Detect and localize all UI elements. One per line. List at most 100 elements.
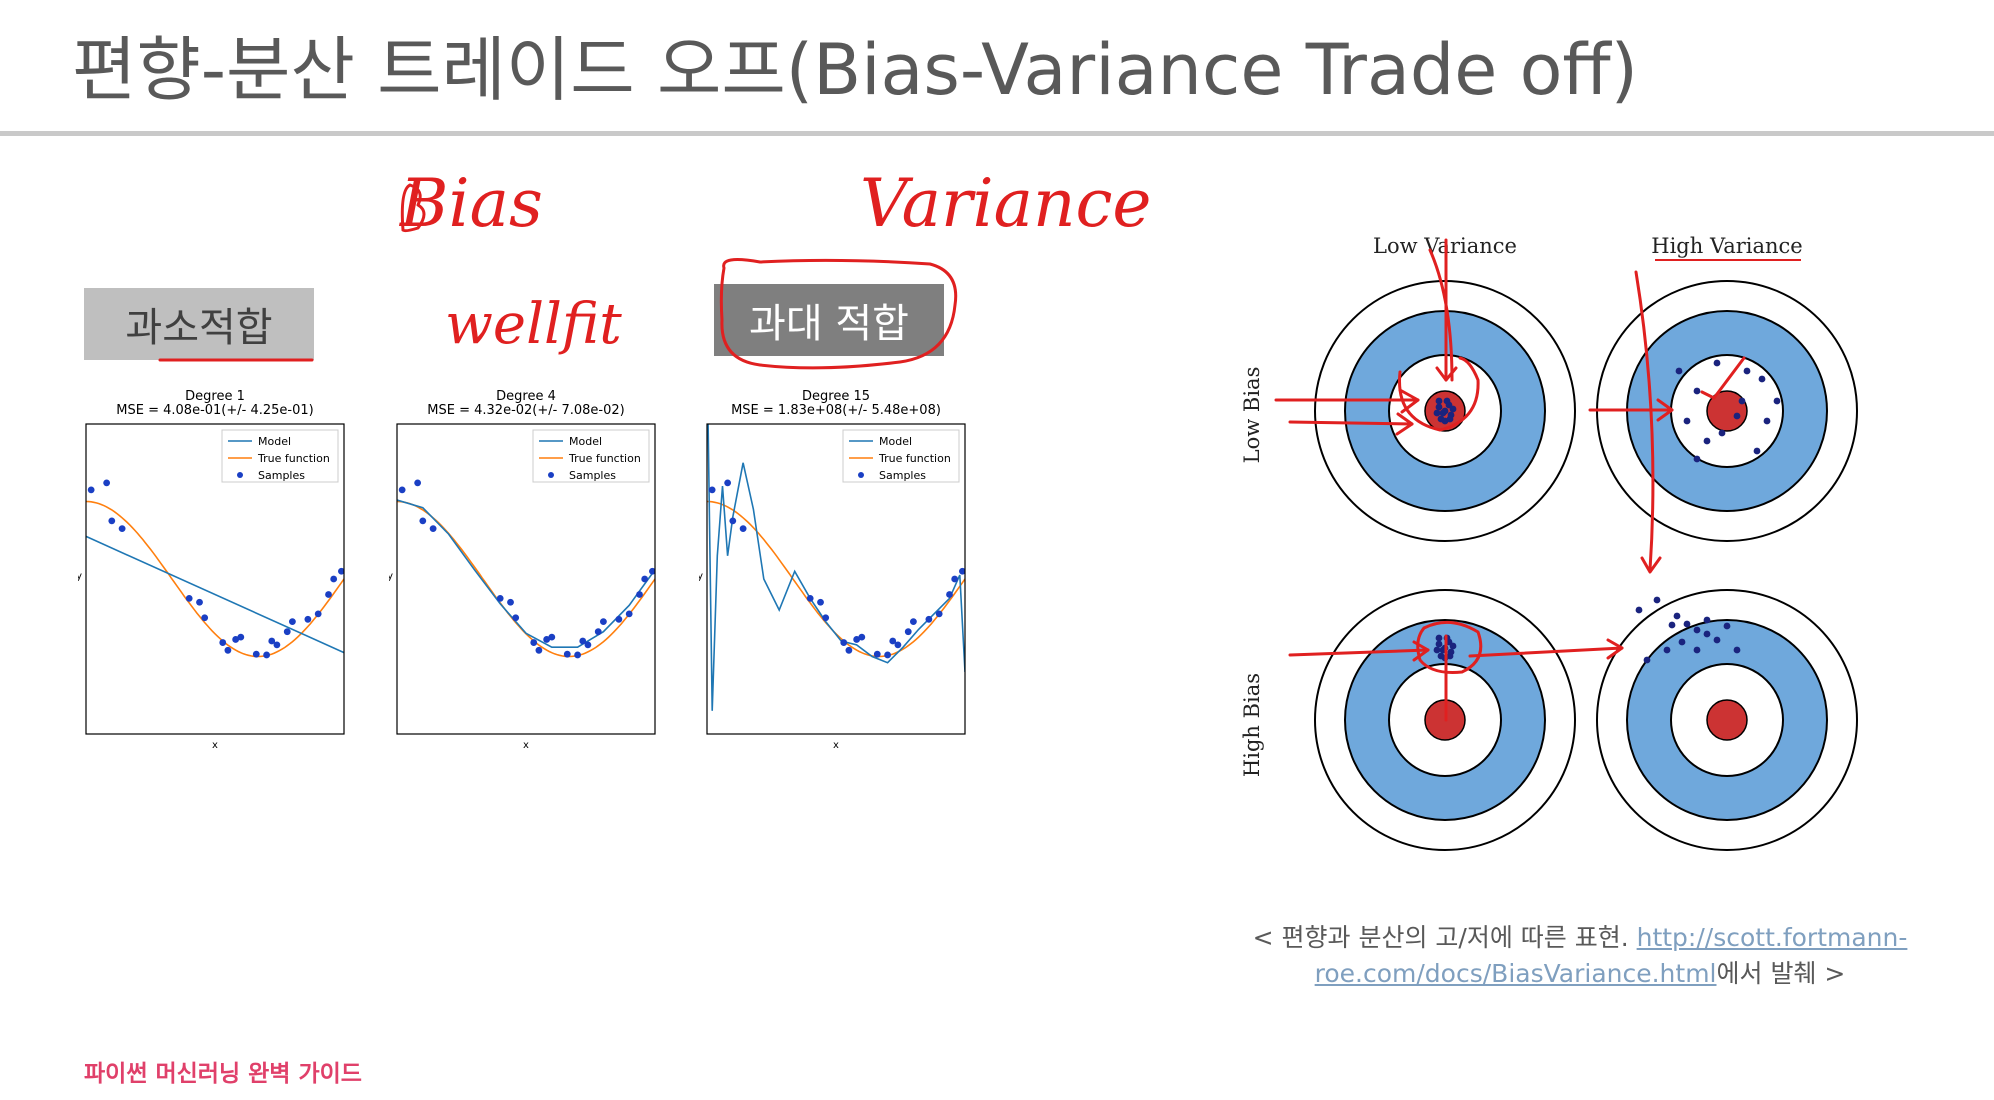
target-board — [1314, 280, 1576, 542]
hit-dot — [1668, 621, 1676, 629]
sample-point — [512, 614, 520, 622]
sample-point — [739, 525, 747, 533]
plot-mse: MSE = 1.83e+08(+/- 5.48e+08) — [731, 403, 941, 418]
sample-point — [853, 636, 861, 643]
sample-point — [840, 639, 848, 646]
plot-frame — [85, 423, 345, 735]
sample-point — [894, 641, 902, 649]
hit-dot — [1713, 636, 1721, 644]
hit-dot — [1663, 646, 1671, 654]
hit-dot — [1433, 646, 1441, 654]
hit-dot — [1673, 612, 1681, 620]
sample-point — [530, 639, 538, 646]
hit-dot — [1703, 437, 1711, 445]
book-footer: 파이썬 머신러닝 완벽 가이드 — [84, 1061, 362, 1087]
hit-dot — [1733, 412, 1741, 420]
plot-frame — [396, 423, 656, 735]
hit-dot — [1683, 417, 1691, 425]
x-axis-label: x — [212, 740, 218, 751]
hit-dot — [1763, 417, 1771, 425]
sample-point — [600, 618, 607, 626]
hit-dot — [1713, 359, 1721, 367]
sample-point — [118, 525, 126, 533]
sample-point — [283, 628, 291, 636]
sample-point — [314, 610, 322, 618]
sample-point — [414, 479, 422, 487]
legend-samples: Samples — [879, 469, 926, 482]
hit-dot — [1443, 634, 1451, 642]
hit-dot — [1675, 367, 1683, 375]
source-link[interactable]: http://scott.fortmann-roe.com/docs/BiasV… — [1314, 923, 1908, 988]
sample-point — [232, 636, 240, 643]
sample-point — [946, 591, 953, 598]
hit-dot — [1718, 429, 1726, 437]
sample-point — [910, 618, 917, 626]
sample-point — [496, 594, 504, 602]
hit-dot — [1435, 640, 1443, 648]
slide-title: 편향-분산 트레이드 오프(Bias-Variance Trade off) — [72, 29, 1638, 111]
hit-dot — [1733, 646, 1741, 654]
plot-frame — [706, 423, 966, 735]
hit-dot — [1643, 656, 1651, 664]
sample-point — [289, 618, 296, 626]
legend-true-function: True function — [878, 452, 951, 465]
sample-point — [419, 517, 427, 525]
sample-point — [273, 641, 281, 649]
hit-dot — [1441, 407, 1449, 415]
hit-dot — [1449, 642, 1457, 650]
handwritten-variance: Variance — [860, 165, 1152, 242]
handwritten-wellfit: wellfit — [445, 292, 622, 357]
sample-point — [845, 646, 853, 654]
sample-point — [584, 641, 592, 649]
legend-true-function: True function — [568, 452, 641, 465]
plot-legend: Model True function Samples — [221, 429, 339, 483]
sample-point — [185, 594, 193, 602]
legend-model: Model — [258, 435, 291, 448]
sample-point — [904, 628, 912, 636]
overfit-label: 과대 적합 — [714, 284, 944, 356]
sample-point — [641, 575, 649, 583]
sample-point — [330, 575, 338, 583]
sample-point — [873, 650, 881, 658]
y-axis-label: y — [78, 571, 82, 582]
sample-point — [304, 615, 312, 623]
sample-point — [535, 646, 543, 654]
hit-dot — [1723, 622, 1731, 630]
hit-dot — [1449, 405, 1457, 413]
true-function-line — [86, 500, 344, 658]
sample-point — [429, 525, 437, 533]
hit-dot — [1758, 375, 1766, 383]
model-line — [86, 535, 344, 654]
sample-point — [615, 615, 623, 623]
sample-point — [87, 486, 95, 494]
x-axis-label: x — [523, 740, 529, 751]
sample-point — [729, 517, 737, 525]
caption-suffix: 에서 발췌 > — [1716, 959, 1846, 988]
plot-title: Degree 4 — [496, 389, 556, 404]
hit-dot — [1435, 397, 1443, 405]
hit-dot — [1443, 397, 1451, 405]
label-low-bias: Low Bias — [1240, 367, 1264, 464]
y-axis-label: y — [699, 571, 703, 582]
title-divider — [0, 131, 1994, 136]
model-line — [397, 499, 655, 648]
legend-model: Model — [879, 435, 912, 448]
legend-samples: Samples — [258, 469, 305, 482]
label-low-variance: Low Variance — [1373, 234, 1517, 258]
sample-point — [806, 594, 814, 602]
legend-model: Model — [569, 435, 602, 448]
sample-point — [201, 614, 209, 622]
sample-point — [548, 633, 556, 641]
handwritten-bias: Bias — [400, 165, 543, 242]
sample-point — [325, 591, 332, 598]
sample-point — [959, 567, 965, 575]
sample-point — [237, 633, 245, 641]
sample-point — [103, 479, 111, 487]
sample-point — [543, 636, 551, 643]
hit-dot — [1635, 606, 1643, 614]
hit-dot — [1693, 455, 1701, 463]
sample-point — [625, 610, 633, 618]
plot-title: Degree 15 — [802, 389, 870, 404]
sample-point — [574, 651, 581, 659]
